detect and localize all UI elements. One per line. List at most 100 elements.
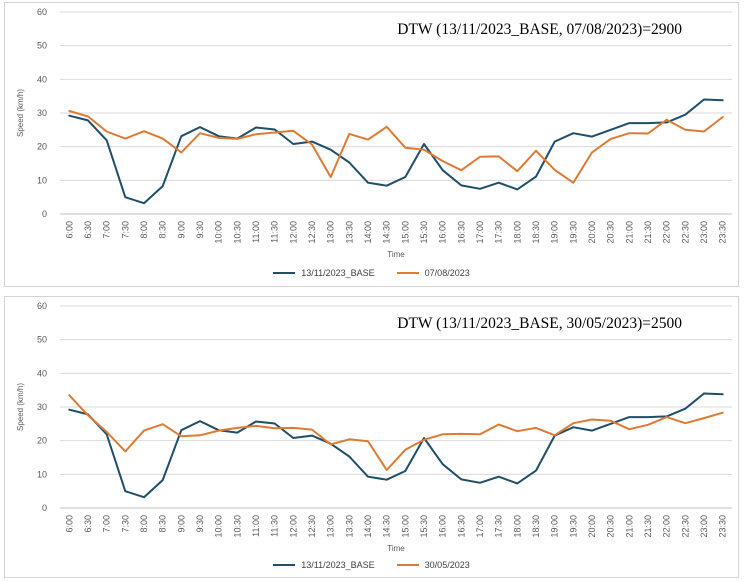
x-tick-label: 12:30: [307, 221, 317, 244]
x-tick-label: 16:00: [438, 221, 448, 244]
x-tick-label: 21:30: [643, 221, 653, 244]
x-tick-label: 20:30: [606, 515, 616, 538]
x-tick-label: 16:30: [456, 221, 466, 244]
x-tick-label: 7:00: [102, 221, 112, 239]
legend-item-base: 13/11/2023_BASE: [273, 268, 375, 278]
y-tick-label: 60: [37, 7, 47, 17]
legend-swatch-base: [273, 564, 296, 566]
x-tick-label: 9:30: [195, 221, 205, 239]
x-tick-label: 17:30: [494, 221, 504, 244]
x-tick-label: 20:00: [587, 221, 597, 244]
x-tick-label: 17:00: [475, 221, 485, 244]
x-tick-label: 6:00: [64, 221, 74, 239]
x-tick-label: 15:30: [419, 221, 429, 244]
series-line-compare: [68, 394, 724, 471]
y-tick-label: 0: [42, 503, 47, 513]
line-chart-2: 0 10 20 30 40 50 60 Speed (km/h) 6:00 6:30 7:00 7:3…: [16, 301, 732, 553]
x-tick-label: 7:00: [102, 515, 112, 533]
y-tick-label: 0: [42, 209, 47, 219]
y-tick-label: 20: [37, 142, 47, 152]
x-axis-title: Time: [387, 250, 405, 259]
x-tick-label: 18:30: [531, 221, 541, 244]
x-tick-label: 21:00: [624, 221, 634, 244]
x-tick-label: 18:30: [531, 515, 541, 538]
y-tick-label: 10: [37, 469, 47, 479]
legend-item-compare: 07/08/2023: [396, 268, 470, 278]
x-tick-label: 13:30: [344, 221, 354, 244]
y-axis-title: Speed (km/h): [16, 383, 25, 431]
chart-panel-1: 0 10 20 30 40 50 60 Speed (km/h) 6:00 6:30 7:00 7:3…: [4, 2, 739, 287]
series-line-base: [68, 392, 724, 499]
x-tick-label: 17:30: [494, 515, 504, 538]
legend-swatch-base: [273, 272, 296, 274]
x-tick-label: 9:00: [176, 221, 186, 239]
legend-item-compare: 30/05/2023: [396, 560, 470, 570]
x-tick-label: 15:00: [400, 515, 410, 538]
y-tick-label: 20: [37, 436, 47, 446]
x-tick-label: 18:00: [512, 221, 522, 244]
y-tick-label: 50: [37, 41, 47, 51]
x-tick-label: 19:30: [568, 515, 578, 538]
x-tick-label: 11:30: [270, 515, 280, 537]
y-tick-label: 40: [37, 74, 47, 84]
x-tick-label: 12:00: [288, 221, 298, 244]
legend-item-base: 13/11/2023_BASE: [273, 560, 375, 570]
x-tick-label: 15:30: [419, 515, 429, 538]
x-tick-label: 16:00: [438, 515, 448, 538]
x-tick-label: 6:30: [83, 221, 93, 239]
x-tick-label: 22:00: [662, 515, 672, 538]
x-tick-label: 14:30: [382, 515, 392, 538]
x-tick-label: 9:00: [176, 515, 186, 533]
x-tick-label: 21:30: [643, 515, 653, 538]
series-line-base: [68, 98, 724, 205]
x-tick-label: 10:00: [214, 221, 224, 244]
x-tick-label: 18:00: [512, 515, 522, 538]
x-axis-title: Time: [387, 544, 405, 553]
x-tick-label: 13:30: [344, 515, 354, 538]
x-tick-label: 23:00: [699, 221, 709, 244]
legend-swatch-compare: [396, 564, 419, 566]
x-tick-label: 19:30: [568, 221, 578, 244]
x-tick-label: 12:00: [288, 515, 298, 538]
x-tick-label: 22:30: [680, 515, 690, 538]
x-tick-label: 13:00: [326, 221, 336, 244]
x-tick-label: 11:00: [251, 221, 261, 243]
x-tick-label: 23:00: [699, 515, 709, 538]
x-tick-label: 15:00: [400, 221, 410, 244]
x-tick-label: 23:30: [718, 221, 728, 244]
x-tick-label: 11:00: [251, 515, 261, 537]
x-tick-label: 23:30: [718, 515, 728, 538]
x-tick-label: 8:00: [139, 515, 149, 533]
y-axis-title: Speed (km/h): [16, 89, 25, 137]
x-tick-label: 11:30: [270, 221, 280, 243]
x-tick-label: 10:30: [232, 221, 242, 244]
x-tick-label: 22:00: [662, 221, 672, 244]
x-tick-label: 12:30: [307, 515, 317, 538]
y-tick-label: 40: [37, 368, 47, 378]
legend-label: 13/11/2023_BASE: [301, 268, 375, 278]
x-tick-label: 6:00: [64, 515, 74, 533]
legend-label: 07/08/2023: [424, 268, 470, 278]
x-tick-label: 17:00: [475, 515, 485, 538]
x-tick-label: 8:00: [139, 221, 149, 239]
x-tick-label: 14:30: [382, 221, 392, 244]
chart-title: DTW (13/11/2023_BASE, 07/08/2023)=2900: [397, 21, 682, 38]
legend: 13/11/2023_BASE 30/05/2023: [5, 560, 738, 570]
legend-label: 13/11/2023_BASE: [301, 560, 375, 570]
chart-panel-2: 0 10 20 30 40 50 60 Speed (km/h) 6:00 6:30 7:00 7:3…: [4, 296, 739, 578]
x-tick-label: 8:30: [158, 221, 168, 239]
series-line-compare: [68, 110, 724, 184]
y-tick-label: 30: [37, 108, 47, 118]
y-tick-label: 60: [37, 301, 47, 311]
y-tick-label: 50: [37, 335, 47, 345]
y-tick-label: 30: [37, 402, 47, 412]
x-tick-label: 13:00: [326, 515, 336, 538]
x-tick-label: 7:30: [120, 515, 130, 533]
legend: 13/11/2023_BASE 07/08/2023: [5, 268, 738, 278]
x-tick-label: 21:00: [624, 515, 634, 538]
line-chart-1: 0 10 20 30 40 50 60 Speed (km/h) 6:00 6:30 7:00 7:3…: [16, 7, 732, 259]
x-tick-label: 10:00: [214, 515, 224, 538]
x-tick-label: 16:30: [456, 515, 466, 538]
x-tick-label: 14:00: [363, 515, 373, 538]
x-tick-label: 20:30: [606, 221, 616, 244]
